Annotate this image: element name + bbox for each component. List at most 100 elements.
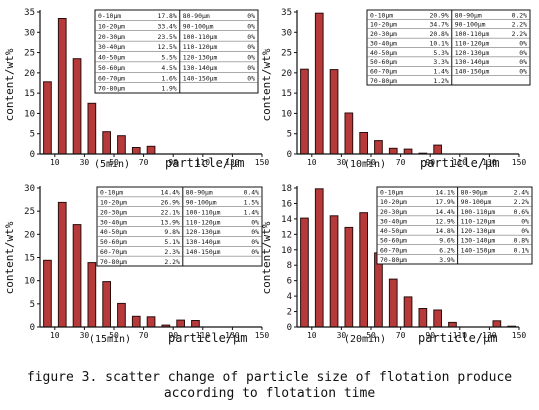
- table-range: 130-140μm: [183, 64, 218, 72]
- table-value: 2.2%: [514, 198, 530, 206]
- table-range: 60-70μm: [100, 248, 127, 256]
- table-value: 1.4%: [433, 68, 449, 76]
- bar-130-140: [492, 320, 502, 328]
- x-tick-label: 150: [255, 158, 270, 167]
- table-range: 80-90μm: [183, 12, 210, 20]
- table-range: 10-20μm: [380, 198, 407, 206]
- table-value: 0.8%: [514, 237, 530, 245]
- table-value: 33.4%: [158, 22, 177, 30]
- table-range: 100-110μm: [183, 33, 218, 41]
- table-value: 1.9%: [161, 85, 177, 93]
- table-value: 0.2%: [512, 11, 528, 19]
- panel-time-label: (20min): [344, 334, 386, 345]
- table-range: 10-20μm: [100, 199, 127, 207]
- y-axis-title: content/wt%: [3, 48, 16, 121]
- panel-2: 0 5 10 15 20 25 30 35 10 30 50 70 90 110 130 150 content…: [260, 8, 531, 170]
- bar-30-40: [344, 226, 354, 328]
- bar-20-30: [329, 215, 339, 328]
- y-tick-label: 0: [287, 323, 292, 333]
- table-value: 17.9%: [435, 198, 454, 206]
- table-range: 110-120μm: [183, 43, 218, 51]
- bar-50-60: [117, 302, 126, 328]
- table-value: 2.3%: [164, 248, 180, 256]
- x-tick-label: 50: [366, 158, 376, 167]
- table-range: 110-120μm: [186, 218, 221, 226]
- x-tick-label: 50: [109, 331, 119, 340]
- table-range: 140-150μm: [461, 246, 496, 254]
- bar-20-30: [329, 69, 339, 155]
- table-range: 70-80μm: [370, 77, 397, 85]
- x-tick-label: 90: [168, 158, 178, 167]
- bar-60-70: [131, 315, 141, 328]
- y-tick-label: 0: [30, 323, 35, 333]
- table-range: 120-130μm: [455, 49, 490, 57]
- x-tick-label: 50: [109, 158, 119, 167]
- table-range: 140-150μm: [186, 248, 221, 256]
- y-tick-label: 8: [287, 261, 292, 271]
- table-value: 14.8%: [435, 227, 454, 235]
- y-tick-label: 10: [24, 277, 35, 287]
- y-axis-title: content/wt%: [3, 221, 16, 294]
- table-range: 90-100μm: [183, 22, 214, 30]
- x-tick-label: 10: [50, 331, 60, 340]
- bar-30-40: [344, 112, 354, 155]
- table-value: 12.5%: [158, 43, 177, 51]
- y-axis-title: content/wt%: [260, 221, 273, 294]
- y-tick-label: 5: [30, 300, 35, 310]
- x-tick-label: 30: [80, 331, 90, 340]
- table-range: 10-20μm: [98, 22, 125, 30]
- bar-40-50: [359, 212, 368, 328]
- table-range: 90-100μm: [186, 199, 217, 207]
- table-range: 40-50μm: [380, 227, 407, 235]
- bar-0-10: [300, 217, 309, 328]
- table-range: 100-110μm: [455, 30, 490, 38]
- table-range: 120-130μm: [183, 54, 218, 62]
- panel-time-label: (10min): [344, 159, 386, 170]
- table-range: 90-100μm: [461, 198, 492, 206]
- y-tick-label: 20: [24, 69, 35, 79]
- table-range: 100-110μm: [461, 208, 496, 216]
- table-value: 2.2%: [164, 258, 180, 266]
- table-value: 0%: [247, 74, 255, 82]
- table-value: 2.4%: [514, 189, 530, 197]
- x-tick-label: 10: [307, 331, 317, 340]
- table-range: 110-120μm: [461, 217, 496, 225]
- table-range: 60-70μm: [380, 246, 407, 254]
- table-range: 30-40μm: [370, 39, 397, 47]
- table-value: 0%: [519, 58, 527, 66]
- table-range: 50-60μm: [98, 64, 125, 72]
- table-value: 0%: [519, 68, 527, 76]
- bar-70-80: [146, 145, 156, 155]
- x-tick-label: 30: [337, 158, 347, 167]
- y-tick-label: 6: [287, 277, 292, 287]
- table-value: 0%: [251, 218, 259, 226]
- panel-time-label: (15min): [89, 334, 131, 345]
- x-tick-label: 110: [453, 331, 468, 340]
- x-tick-label: 130: [482, 331, 497, 340]
- table-value: 0.1%: [514, 246, 530, 254]
- table-range: 20-30μm: [380, 208, 407, 216]
- bar-80-90: [418, 308, 428, 328]
- bar-70-80: [403, 296, 413, 328]
- bar-30-40: [87, 262, 97, 328]
- table-value: 1.4%: [244, 208, 260, 216]
- y-tick-label: 0: [30, 150, 35, 160]
- bar-70-80: [403, 148, 413, 155]
- x-tick-label: 130: [482, 158, 497, 167]
- y-tick-label: 30: [281, 28, 292, 38]
- table-value: 2.2%: [512, 21, 528, 29]
- y-tick-label: 4: [287, 292, 292, 302]
- table-range: 10-20μm: [370, 21, 397, 29]
- table-value: 0%: [247, 33, 255, 41]
- table-value: 20.8%: [430, 30, 449, 38]
- table-value: 5.1%: [164, 238, 180, 246]
- table-value: 13.9%: [161, 218, 180, 226]
- table-range: 50-60μm: [100, 238, 127, 246]
- bar-0-10: [43, 81, 52, 155]
- panel-time-label: (5min): [94, 159, 130, 170]
- x-tick-label: 70: [139, 331, 149, 340]
- table-value: 0%: [247, 12, 255, 20]
- y-tick-label: 25: [24, 207, 35, 217]
- table-value: 1.2%: [433, 77, 449, 85]
- table-range: 50-60μm: [380, 237, 407, 245]
